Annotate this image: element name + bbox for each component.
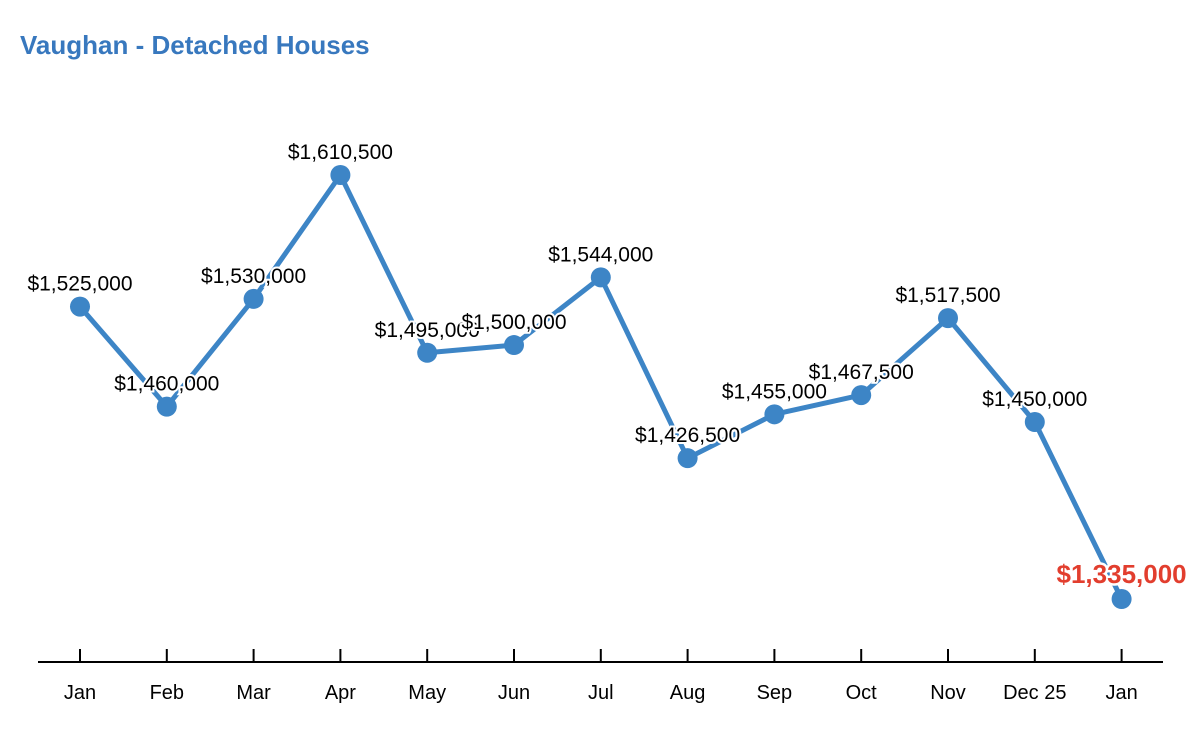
data-label: $1,500,000 — [461, 311, 566, 334]
data-label: $1,426,500 — [635, 424, 740, 447]
data-point — [851, 385, 872, 406]
x-axis-label: Apr — [325, 682, 356, 704]
data-label: $1,460,000 — [114, 373, 219, 396]
x-axis-label: Jul — [588, 682, 614, 704]
data-point — [417, 342, 438, 363]
data-label-highlighted: $1,335,000 — [1057, 559, 1187, 589]
data-label: $1,450,000 — [982, 388, 1087, 411]
data-label: $1,467,500 — [809, 361, 914, 384]
data-label: $1,610,500 — [288, 141, 393, 164]
data-point — [1111, 589, 1132, 609]
data-label: $1,455,000 — [722, 380, 827, 403]
x-axis-label: Jan — [64, 682, 96, 704]
x-axis-label: Dec 25 — [1003, 682, 1066, 704]
x-axis-label: Aug — [670, 682, 706, 704]
data-point — [764, 404, 785, 425]
data-point — [243, 288, 264, 309]
x-axis-label: Oct — [846, 682, 878, 704]
chart-title: Vaughan - Detached Houses — [20, 30, 370, 60]
data-point — [330, 165, 351, 185]
x-axis-label: Nov — [930, 682, 966, 704]
x-axis-label: Jun — [498, 682, 530, 704]
x-axis-label: Feb — [150, 682, 184, 704]
data-point — [156, 396, 177, 417]
data-point — [677, 448, 698, 469]
data-line — [77, 172, 1125, 602]
data-point — [1024, 412, 1045, 433]
data-label: $1,525,000 — [27, 273, 132, 296]
data-label: $1,530,000 — [201, 265, 306, 288]
data-label: $1,544,000 — [548, 243, 653, 266]
data-point — [590, 267, 611, 288]
data-label: $1,495,000 — [375, 319, 480, 342]
data-point — [70, 296, 90, 317]
x-axis-label: May — [408, 682, 446, 704]
data-point — [504, 335, 524, 356]
x-axis-label: Jan — [1105, 682, 1137, 704]
x-axis-label: Sep — [757, 682, 793, 704]
x-axis-label: Mar — [236, 682, 271, 704]
data-point — [938, 308, 958, 329]
data-label: $1,517,500 — [895, 284, 1000, 307]
